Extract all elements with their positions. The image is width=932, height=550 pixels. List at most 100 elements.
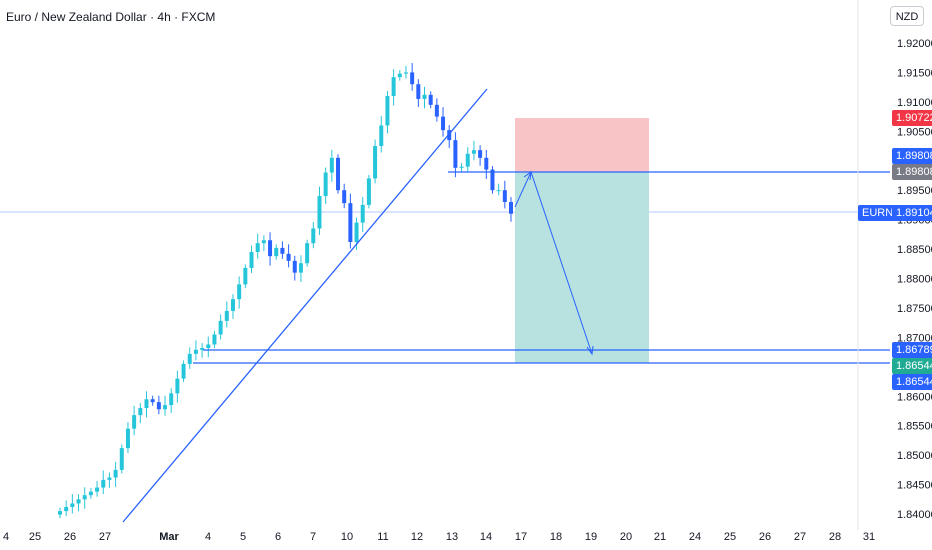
candle-body	[496, 190, 501, 192]
price-axis[interactable]: 1.920001.915001.910001.905001.900001.895…	[897, 38, 932, 521]
price-tick: 1.89500	[897, 185, 932, 197]
candle-body	[212, 334, 217, 345]
stop-loss-zone[interactable]	[515, 118, 649, 172]
position-zones[interactable]	[515, 118, 649, 363]
candle-body	[434, 104, 439, 117]
candle-body	[441, 116, 446, 131]
target-price-label: 1.86544	[892, 358, 932, 374]
candle-body	[237, 284, 242, 300]
current-price-label: 1.89104	[892, 205, 932, 221]
time-tick: 27	[99, 531, 111, 543]
candle-body	[447, 130, 452, 141]
candle-body	[175, 378, 180, 394]
candle-body	[82, 495, 87, 500]
symbol-header[interactable]: Euro / New Zealand Dollar · 4h · FXCM	[6, 10, 216, 24]
candle-body	[101, 479, 106, 488]
candle-body	[410, 72, 415, 85]
candle-body	[348, 203, 353, 243]
candle-body	[373, 146, 378, 179]
stop-loss-price-label: 1.90722	[892, 110, 932, 126]
candle-body	[218, 320, 223, 335]
candle-body	[292, 260, 297, 273]
projection-arrowhead-up-icon	[523, 170, 532, 181]
candle-body	[385, 95, 390, 126]
time-tick: 4	[205, 531, 211, 543]
price-tick: 1.91000	[897, 97, 932, 109]
candle-body	[144, 399, 149, 409]
candle-body	[274, 247, 279, 257]
candle-body	[224, 310, 229, 321]
candle-body	[422, 94, 427, 99]
price-tick: 1.88000	[897, 274, 932, 286]
candle-body	[113, 469, 118, 478]
time-tick: 4	[3, 531, 9, 543]
candle-body	[379, 125, 384, 147]
candle-body	[342, 190, 347, 204]
time-tick: 18	[550, 531, 562, 543]
candle-body	[502, 190, 507, 202]
candle-body	[206, 344, 211, 348]
candle-body	[200, 347, 205, 350]
price-tick: 1.88500	[897, 244, 932, 256]
candle-body	[230, 299, 235, 311]
candle-body	[465, 153, 470, 167]
time-tick: 24	[689, 531, 701, 543]
candle-body	[403, 72, 408, 74]
candle-body	[397, 73, 402, 78]
price-tick: 1.91500	[897, 67, 932, 79]
candle-body	[156, 402, 161, 410]
time-tick: 26	[759, 531, 771, 543]
drawings[interactable]	[122, 88, 890, 523]
currency-button[interactable]: NZD	[890, 6, 924, 26]
candle-body	[484, 157, 489, 170]
projection-arrowhead-down-icon	[586, 345, 594, 356]
price-tick: 1.86000	[897, 391, 932, 403]
candle-body	[317, 196, 322, 229]
price-tick: 1.85000	[897, 450, 932, 462]
candle-body	[95, 487, 100, 492]
time-tick: 13	[446, 531, 458, 543]
time-tick: 11	[377, 531, 388, 543]
candle-body	[132, 415, 137, 429]
candle-body	[138, 408, 143, 416]
candle-body	[70, 503, 75, 507]
candle-body	[471, 150, 476, 154]
price-tick: 1.87500	[897, 303, 932, 315]
candle-body	[428, 94, 433, 105]
price-tick: 1.85500	[897, 421, 932, 433]
candle-body	[169, 393, 174, 406]
entry-price-label: 1.89808	[892, 148, 932, 164]
candle-body	[249, 252, 254, 268]
candle-body	[76, 499, 81, 504]
level-1-price-label: 1.86789	[892, 342, 932, 358]
time-tick: 27	[794, 531, 806, 543]
time-tick: 25	[724, 531, 736, 543]
time-tick: Mar	[159, 531, 179, 543]
time-tick: 20	[620, 531, 632, 543]
time-axis[interactable]: 4 25 26 27 Mar 4 5 6 7 10 11 12 13 14 17 18 19 20 21 24 25 26…	[3, 531, 875, 543]
candle-body	[88, 491, 93, 496]
time-tick: 17	[515, 531, 527, 543]
level-2-price-label: 1.86544	[892, 374, 932, 390]
candle-body	[125, 428, 130, 449]
take-profit-zone[interactable]	[515, 172, 649, 363]
candle-body	[163, 405, 168, 410]
candle-body	[459, 166, 464, 168]
candle-body	[193, 349, 198, 354]
candle-body	[181, 363, 186, 379]
candle-body	[360, 204, 365, 223]
candle-body	[286, 253, 291, 261]
trendline[interactable]	[122, 88, 488, 523]
time-tick: 14	[480, 531, 492, 543]
candle-body	[187, 353, 192, 364]
candle-body	[490, 169, 495, 191]
candle-body	[243, 267, 248, 285]
price-tick: 1.92000	[897, 38, 932, 50]
time-tick: 7	[310, 531, 316, 543]
time-tick: 6	[275, 531, 281, 543]
time-tick: 26	[64, 531, 76, 543]
candle-body	[150, 399, 155, 403]
price-tick: 1.90500	[897, 126, 932, 138]
candle-body	[329, 157, 334, 173]
